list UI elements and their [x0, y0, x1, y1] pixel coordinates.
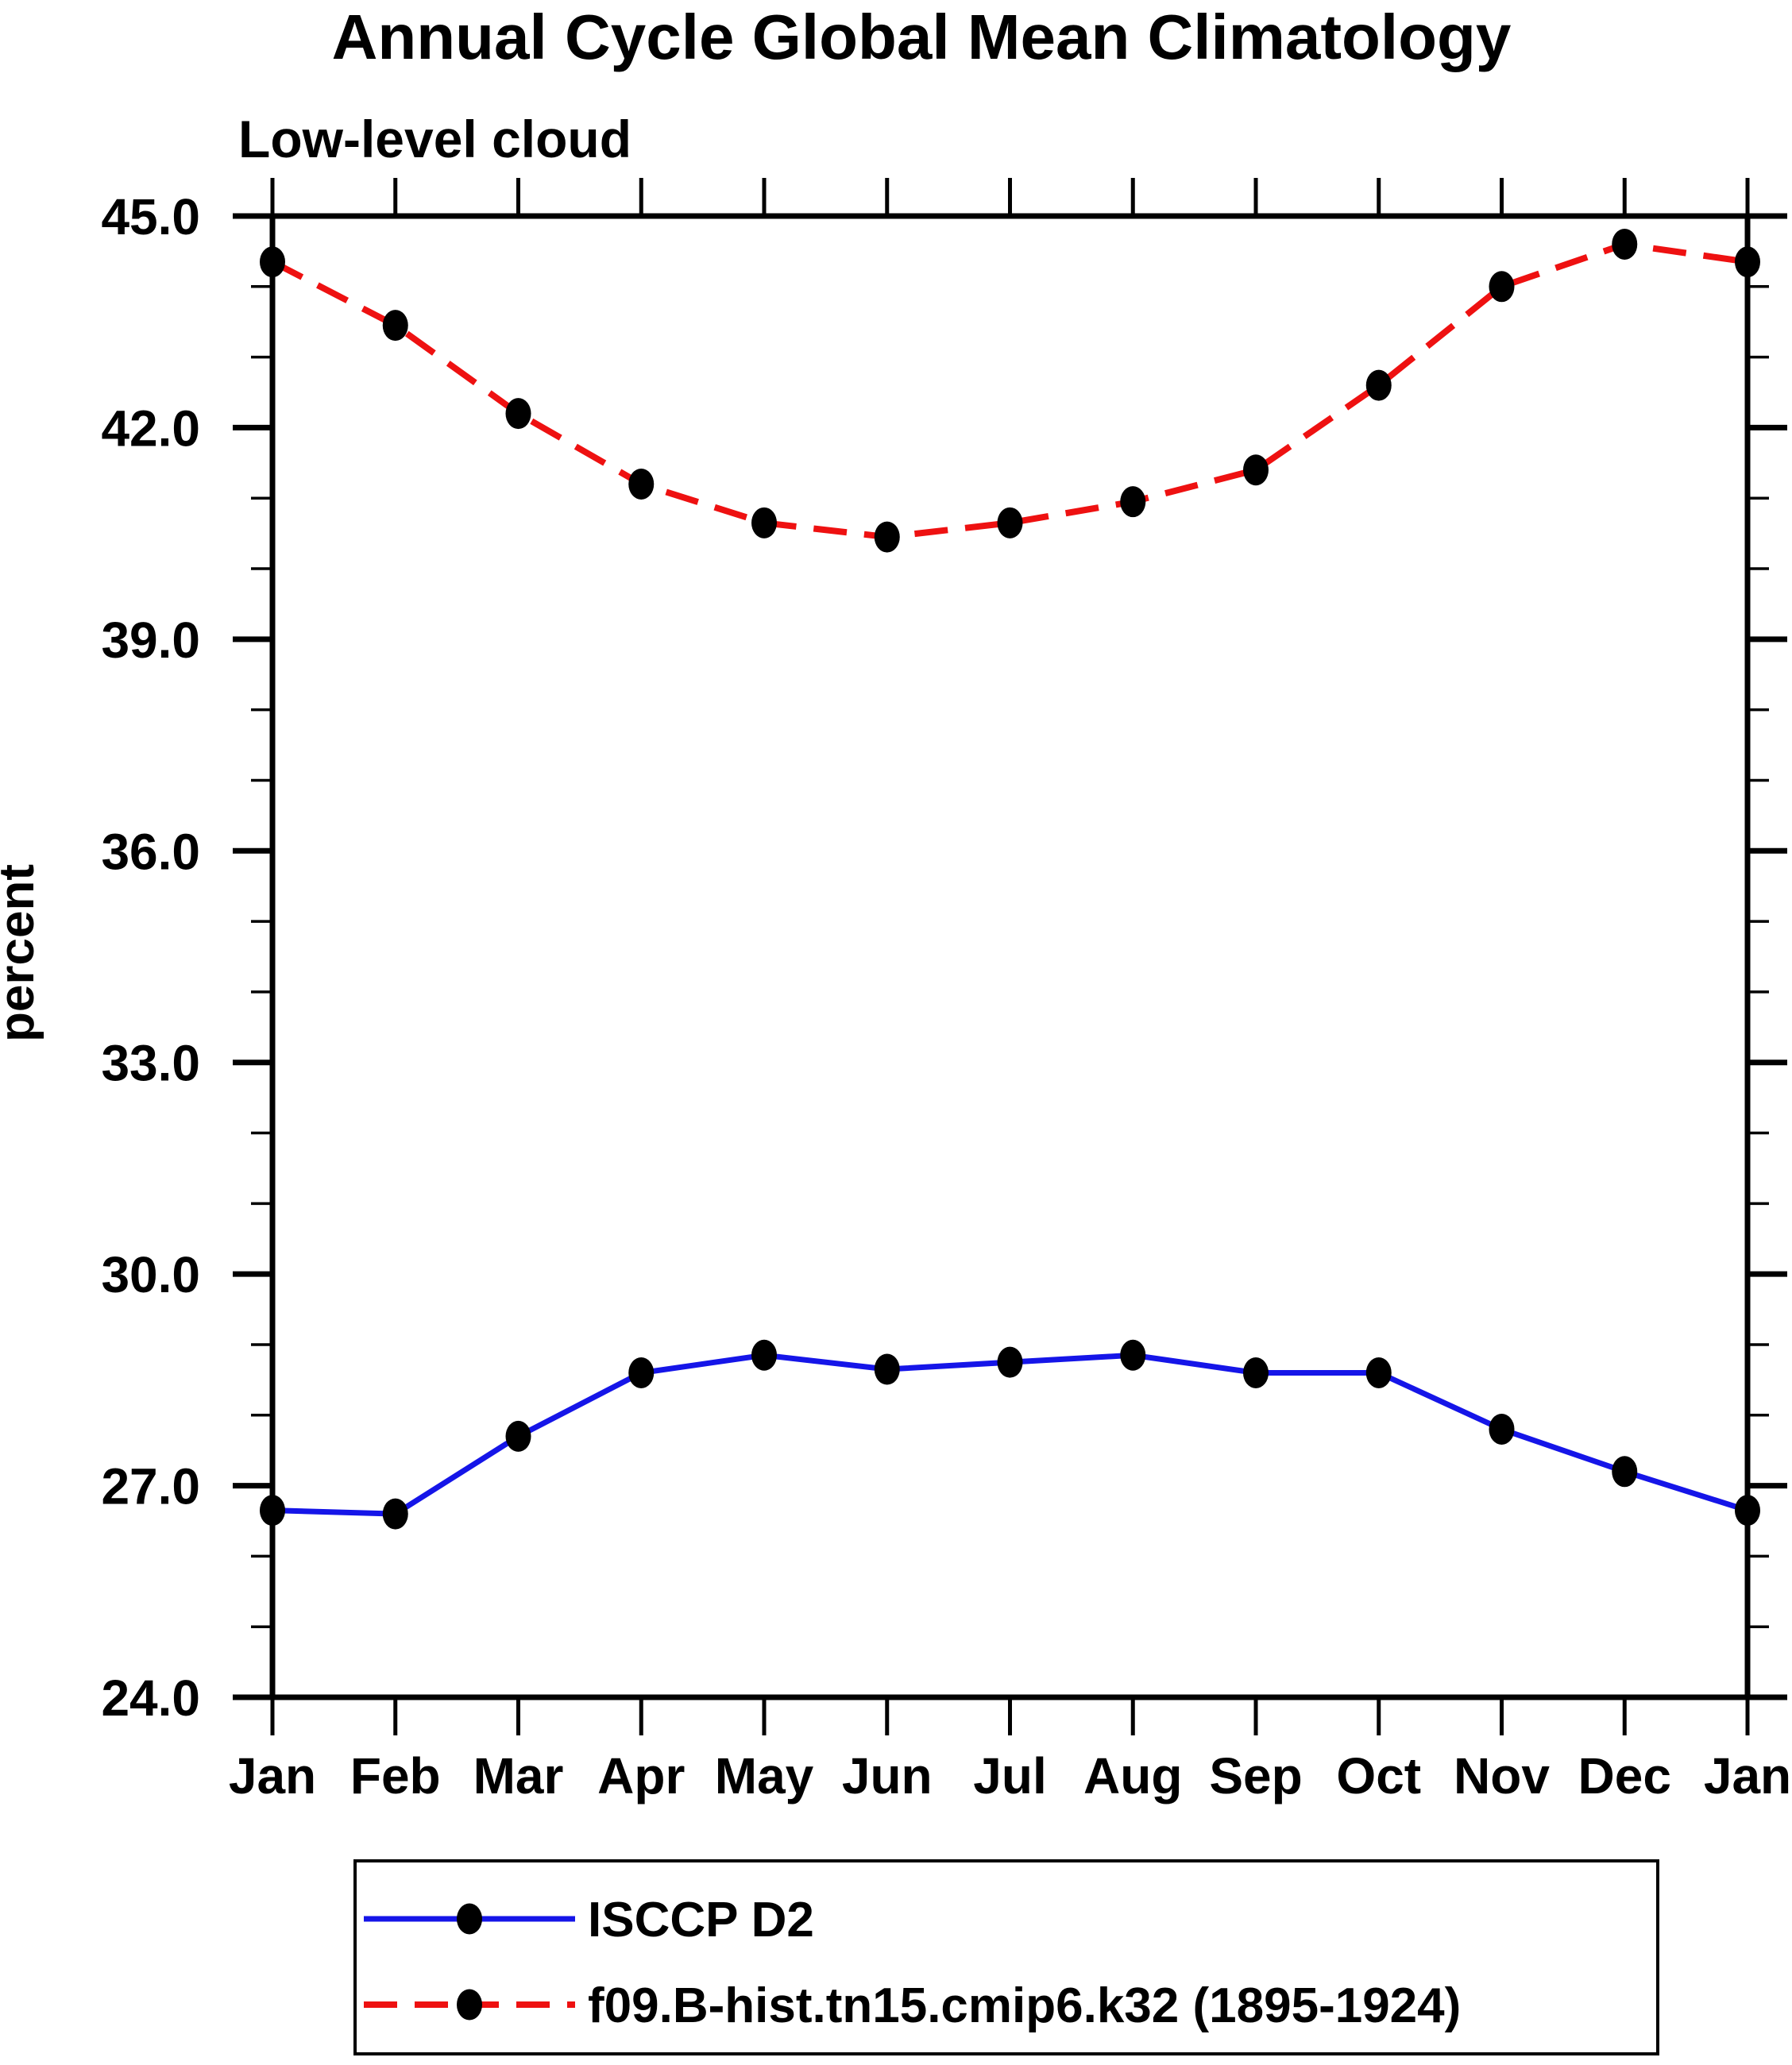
- data-point-marker: [874, 1353, 900, 1385]
- legend-marker: [457, 1989, 482, 2021]
- data-point-marker: [1489, 271, 1515, 303]
- y-tick-label: 45.0: [101, 188, 200, 245]
- data-point-marker: [1365, 1357, 1392, 1388]
- month-label: Sep: [1209, 1747, 1302, 1804]
- month-label: Dec: [1578, 1747, 1671, 1804]
- month-label: Jul: [973, 1747, 1046, 1804]
- data-point-marker: [751, 507, 777, 538]
- data-point-marker: [1120, 1339, 1146, 1371]
- month-label: Oct: [1336, 1747, 1421, 1804]
- data-point-marker: [505, 398, 531, 430]
- data-point-marker: [997, 507, 1023, 538]
- data-point-marker: [505, 1420, 531, 1452]
- y-axis-label: percent: [0, 864, 44, 1042]
- month-label: Nov: [1454, 1747, 1550, 1804]
- data-point-marker: [1612, 1456, 1638, 1488]
- month-label: Mar: [473, 1747, 564, 1804]
- y-tick-label: 36.0: [101, 823, 200, 880]
- data-point-marker: [1612, 229, 1638, 261]
- data-point-marker: [997, 1346, 1023, 1378]
- legend-marker: [457, 1903, 482, 1935]
- month-label: Aug: [1083, 1747, 1182, 1804]
- legend-box: [353, 1859, 1659, 2055]
- y-tick-label: 39.0: [101, 612, 200, 669]
- series-line-f09-b-hist-tn15-cmip6-k32-1895-1924-: [271, 241, 1748, 541]
- legend-label: f09.B-hist.tn15.cmip6.k32 (1895-1924): [588, 1978, 1461, 2033]
- data-point-marker: [382, 310, 408, 342]
- data-point-marker: [382, 1498, 408, 1530]
- chart-subtitle: Low-level cloud: [238, 110, 631, 168]
- data-point-marker: [260, 1495, 285, 1527]
- data-point-marker: [1735, 246, 1760, 278]
- y-tick-label: 30.0: [101, 1246, 200, 1303]
- y-tick-label: 24.0: [101, 1669, 200, 1727]
- month-label: Apr: [597, 1747, 685, 1804]
- data-point-marker: [1735, 1495, 1760, 1527]
- data-point-marker: [628, 468, 655, 500]
- data-point-marker: [1243, 1357, 1269, 1388]
- data-point-marker: [1489, 1414, 1515, 1446]
- data-point-marker: [751, 1339, 777, 1371]
- y-tick-label: 42.0: [101, 399, 200, 457]
- data-point-marker: [874, 521, 900, 553]
- month-label: Jan: [1704, 1747, 1791, 1804]
- data-point-marker: [260, 246, 285, 278]
- series-line-isccp-d2: [272, 1352, 1749, 1517]
- data-point-marker: [628, 1357, 655, 1388]
- plot-frame: [269, 213, 1751, 1700]
- month-label: May: [715, 1747, 814, 1804]
- legend-label: ISCCP D2: [588, 1893, 814, 1947]
- data-point-marker: [1243, 454, 1269, 486]
- y-tick-label: 33.0: [101, 1035, 200, 1092]
- data-point-marker: [1120, 486, 1146, 518]
- month-label: Jun: [842, 1747, 933, 1804]
- chart-title: Annual Cycle Global Mean Climatology: [332, 2, 1512, 72]
- y-tick-label: 27.0: [101, 1458, 200, 1515]
- data-point-marker: [1365, 369, 1392, 401]
- month-label: Feb: [350, 1747, 441, 1804]
- chart-generated-content: 24.0 27.0 30.0 33.0 36.0 39.0 42.0 45.0 Jan Feb Ma…: [101, 178, 1791, 2055]
- month-label: Jan: [229, 1747, 316, 1804]
